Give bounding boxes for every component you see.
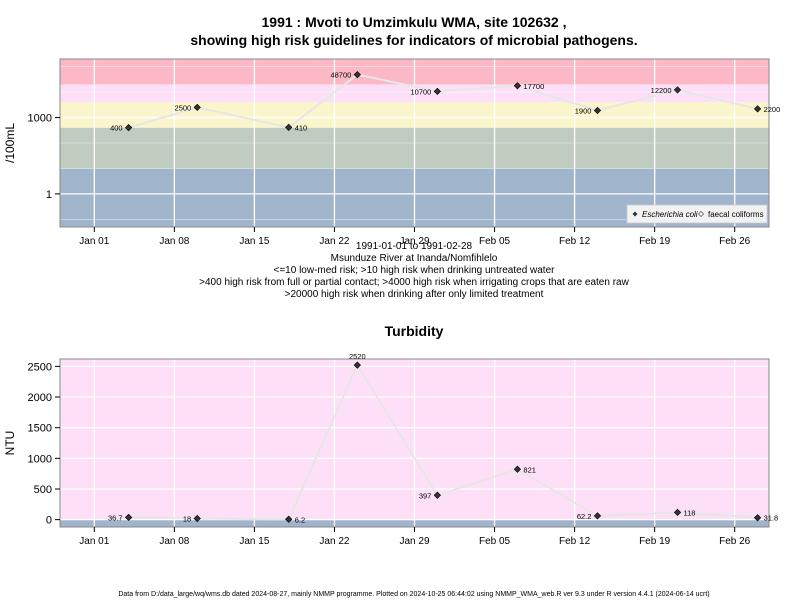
data-point-1 <box>193 514 201 523</box>
legend-entry-1: faecal coliforms <box>708 210 764 219</box>
caption-risk-contact: >400 high risk from full or partial cont… <box>199 277 629 288</box>
y-axis-label: NTU <box>3 431 17 456</box>
legend-marker-1 <box>698 211 704 217</box>
data-point-6 <box>593 512 602 520</box>
x-tick-label-3: Jan 22 <box>319 236 349 247</box>
data-label-4: 397 <box>419 491 432 500</box>
data-point-0 <box>124 124 133 132</box>
data-point-3 <box>353 70 361 79</box>
x-tick-label-5: Feb 05 <box>479 236 511 247</box>
data-point-1 <box>193 103 201 112</box>
y-tick-label-4: 2000 <box>28 392 52 404</box>
y-tick-label-3: 1500 <box>28 423 52 435</box>
x-tick-label-2: Jan 15 <box>239 536 269 547</box>
y-tick-label-2: 1000 <box>28 453 52 465</box>
y-tick-label-0: 1 <box>46 189 52 201</box>
x-tick-label-3: Jan 22 <box>319 536 349 547</box>
chart1-title-line1: 1991 : Mvoti to Umzimkulu WMA, site 1026… <box>262 14 567 30</box>
x-tick-label-4: Jan 29 <box>399 236 429 247</box>
data-label-1: 2500 <box>175 103 192 112</box>
data-point-7 <box>673 86 682 94</box>
legend-entry-0: Escherichia coli <box>642 210 698 219</box>
data-label-4: 10700 <box>411 87 432 96</box>
legend-marker-0 <box>632 211 638 217</box>
turbidity-chart: 0 500 1000 1500 2000 2500 Jan 01 Jan 08 Jan 15 Ja… <box>3 352 778 547</box>
x-tick-label-1: Jan 08 <box>159 236 189 247</box>
data-label-2: 6.2 <box>295 515 305 524</box>
data-label-5: 17700 <box>523 82 544 91</box>
x-tick-label-4: Jan 29 <box>399 536 429 547</box>
data-label-3: 48700 <box>330 71 351 80</box>
x-tick-label-1: Jan 08 <box>159 536 189 547</box>
x-tick-label-8: Feb 26 <box>719 536 751 547</box>
legend-box <box>626 204 768 224</box>
data-point-5 <box>513 465 522 473</box>
y-axis-label: /100mL <box>3 123 17 163</box>
footer-note: Data from D:/data_large/wq/wms.db dated … <box>118 591 709 598</box>
x-tick-label-6: Feb 12 <box>559 236 591 247</box>
caption-risk-drinking: <=10 low-med risk; >10 high risk when dr… <box>274 265 556 276</box>
data-label-7: 118 <box>684 508 696 517</box>
data-point-8 <box>753 514 762 522</box>
data-label-6: 1900 <box>575 106 592 115</box>
x-tick-label-7: Feb 19 <box>639 536 671 547</box>
x-tick-label-0: Jan 01 <box>79 536 109 547</box>
data-point-7 <box>673 508 682 517</box>
chart-legend: Escherichia coli faecal coliforms <box>626 204 768 224</box>
data-label-0: 400 <box>110 124 123 133</box>
data-label-3: 2520 <box>349 352 366 361</box>
caption-risk-treatment: >20000 high risk when drinking after onl… <box>285 289 544 300</box>
data-label-7: 12200 <box>651 86 672 95</box>
data-point-5 <box>513 82 522 90</box>
data-point-3 <box>353 361 361 369</box>
data-label-6: 62.2 <box>577 512 592 521</box>
x-tick-label-7: Feb 19 <box>639 236 671 247</box>
data-label-2: 410 <box>295 123 308 132</box>
caption-date-range: 1991-01-01 to 1991-02-28 <box>356 241 473 252</box>
data-point-4 <box>433 491 441 499</box>
data-label-8: 2200 <box>764 105 781 114</box>
ecoli-chart: 1 1000 Jan 01 Jan 08 Jan 15 Jan 22 Jan 29 Feb 0… <box>3 58 781 247</box>
data-label-5: 821 <box>523 465 536 474</box>
chart1-title-line2: showing high risk guidelines for indicat… <box>190 32 637 48</box>
y-tick-label-0: 0 <box>46 515 52 527</box>
x-tick-label-8: Feb 26 <box>719 236 751 247</box>
data-label-8: 31.8 <box>764 514 779 523</box>
x-tick-label-2: Jan 15 <box>239 236 269 247</box>
x-tick-label-0: Jan 01 <box>79 236 109 247</box>
y-tick-label-1: 1000 <box>28 113 52 125</box>
data-label-1: 18 <box>183 515 191 524</box>
x-tick-label-5: Feb 05 <box>479 536 511 547</box>
data-point-6 <box>593 106 602 115</box>
caption-site-name: Msunduze River at Inanda/Nomfihlelo <box>331 253 498 264</box>
chart1-caption: 1991-01-01 to 1991-02-28 Msunduze River … <box>199 241 629 300</box>
data-point-2 <box>285 515 293 523</box>
data-point-0 <box>124 513 133 522</box>
y-tick-label-1: 500 <box>34 484 52 496</box>
x-tick-label-6: Feb 12 <box>559 536 591 547</box>
chart2-title: Turbidity <box>385 323 444 339</box>
data-label-0: 36.7 <box>108 513 123 522</box>
data-point-2 <box>285 123 293 132</box>
y-tick-label-5: 2500 <box>28 361 52 373</box>
data-point-4 <box>433 87 441 95</box>
data-point-8 <box>753 105 762 113</box>
